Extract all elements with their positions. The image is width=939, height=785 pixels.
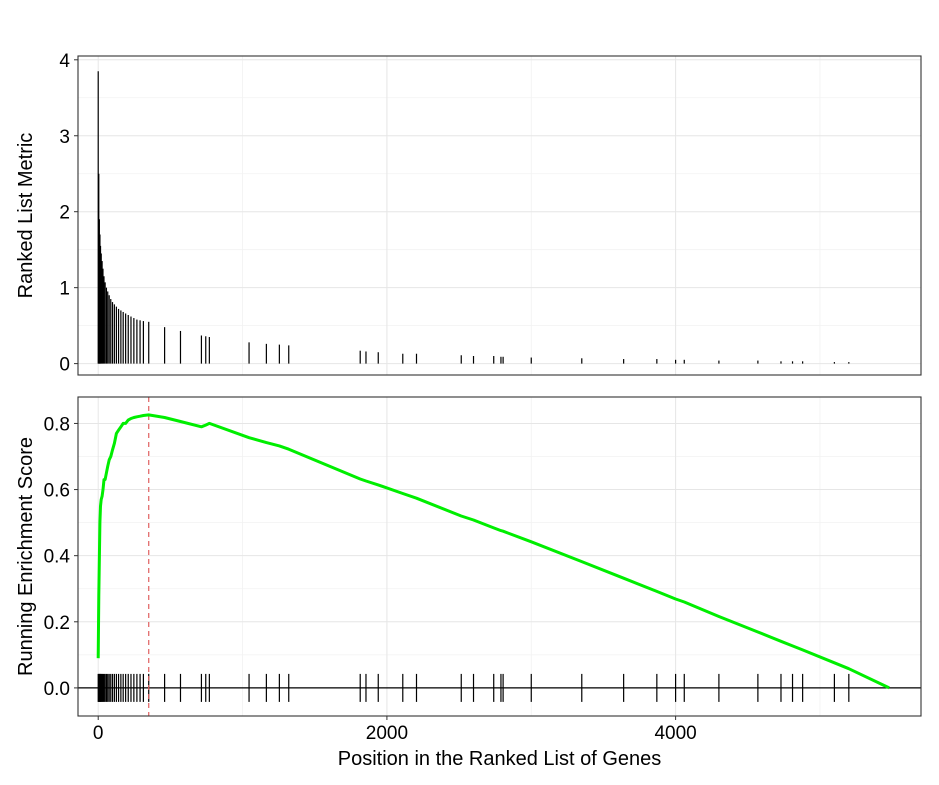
y-tick-label: 0.6 — [44, 481, 70, 502]
enrichment-score-y-axis-title: Running Enrichment Score — [15, 437, 37, 676]
x-tick-label: 0 — [93, 723, 104, 744]
ranked-metric-panel: 0 1 2 3 4 Ranked List Metric — [15, 51, 922, 376]
enrichment-score-y-axis: 0.0 0.2 0.4 0.6 0.8 — [44, 414, 78, 700]
y-tick-label: 0.8 — [44, 414, 70, 435]
enrichment-score-panel-border — [77, 396, 922, 717]
y-tick-label: 1 — [59, 279, 70, 300]
ranked-metric-grid — [78, 56, 921, 375]
y-tick-label: 0 — [59, 355, 70, 376]
y-tick-label: 0.4 — [44, 547, 71, 568]
x-axis: 0 2000 4000 — [93, 716, 697, 744]
enrichment-score-panel: 0.0 0.2 0.4 0.6 0.8 0 2000 4000 Running Enrich… — [15, 396, 922, 770]
x-tick-label: 2000 — [366, 723, 408, 744]
y-tick-label: 0.0 — [44, 679, 70, 700]
y-tick-label: 3 — [59, 127, 70, 148]
ranked-metric-y-axis: 0 1 2 3 4 — [59, 51, 78, 376]
y-tick-label: 2 — [59, 203, 70, 224]
x-tick-label: 4000 — [654, 723, 696, 744]
y-tick-label: 0.2 — [44, 613, 70, 634]
x-axis-title: Position in the Ranked List of Genes — [338, 748, 662, 770]
ranked-metric-y-axis-title: Ranked List Metric — [15, 133, 37, 299]
ranked-metric-panel-border — [77, 55, 922, 376]
enrichment-score-grid — [78, 397, 921, 716]
running-enrichment-score-line — [96, 413, 890, 690]
y-tick-label: 4 — [59, 51, 70, 72]
ranked-metric-bars — [97, 71, 850, 364]
